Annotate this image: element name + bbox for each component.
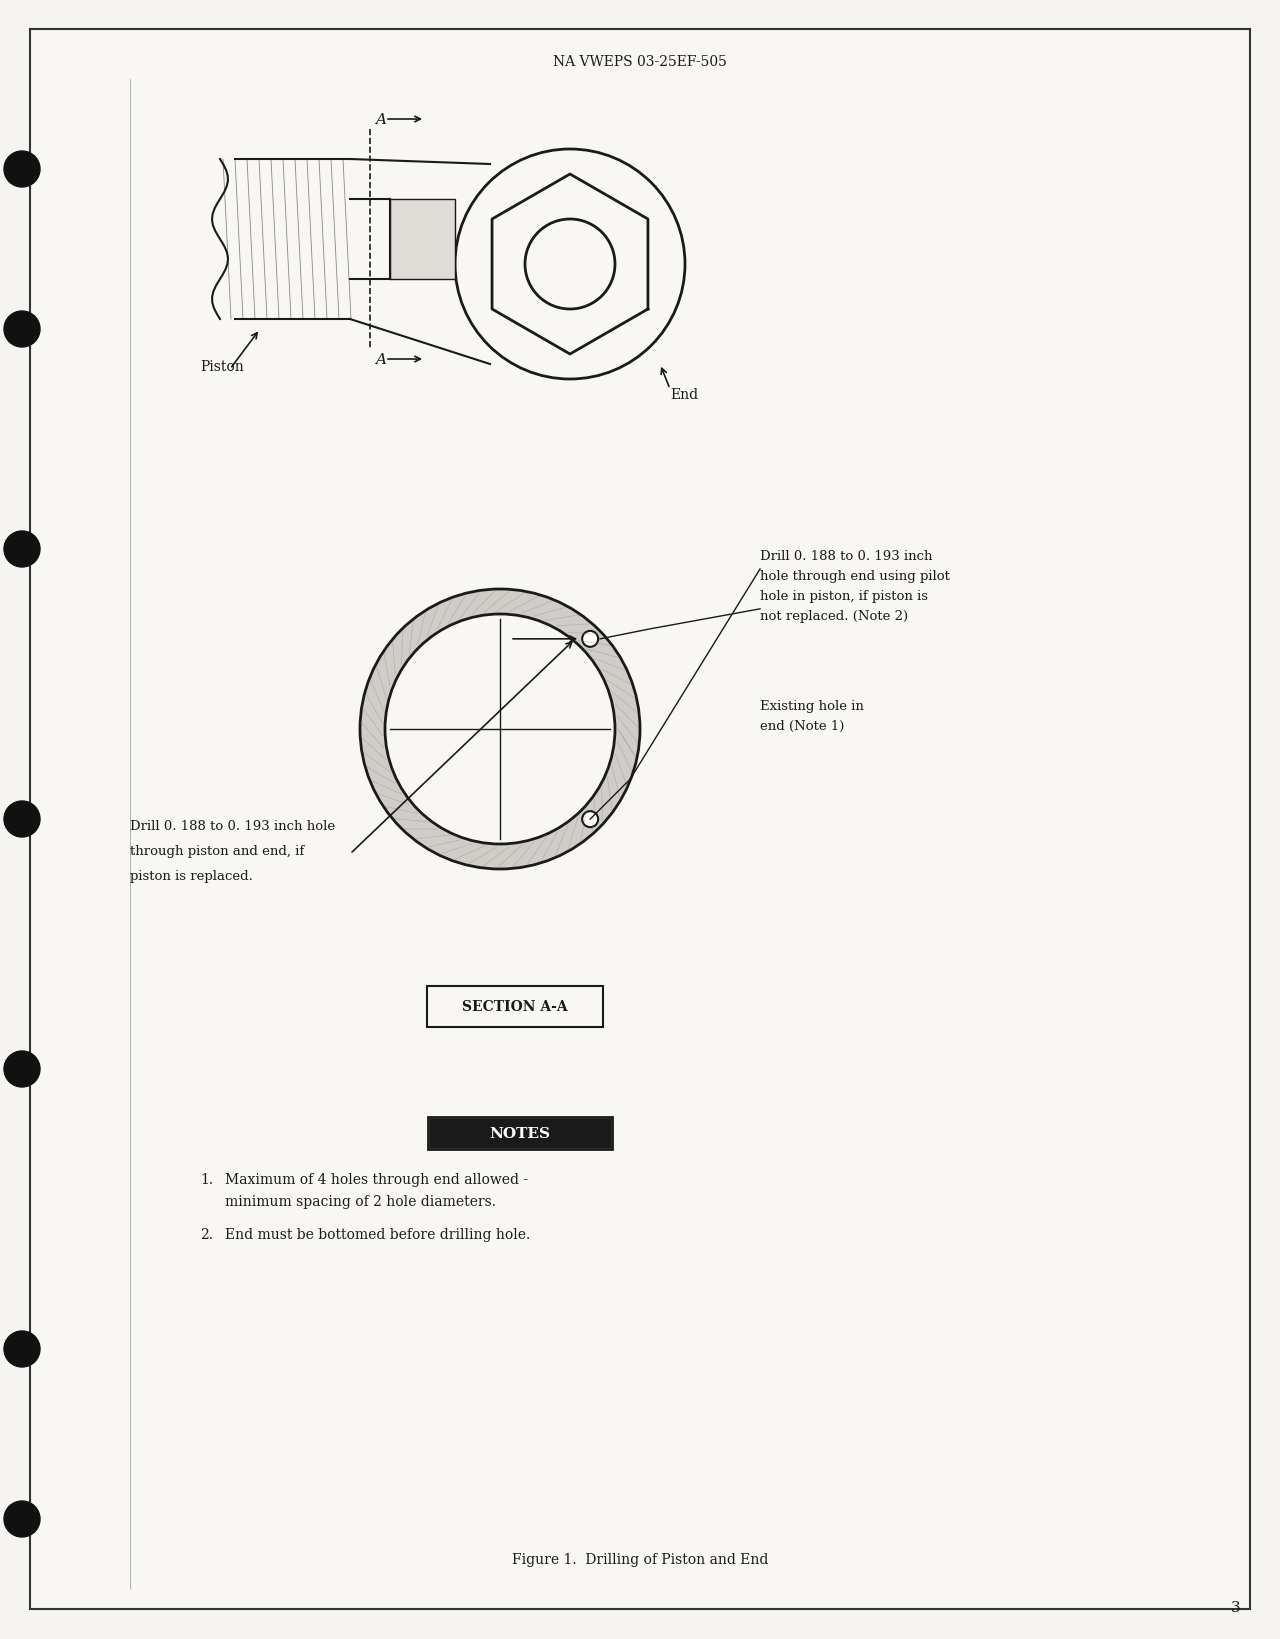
Bar	[390, 200, 454, 280]
Text: Drill 0. 188 to 0. 193 inch hole: Drill 0. 188 to 0. 193 inch hole	[131, 820, 335, 833]
Circle shape	[4, 311, 40, 347]
Text: 2.: 2.	[200, 1228, 212, 1241]
Text: NOTES: NOTES	[489, 1126, 550, 1141]
Text: SECTION A-A: SECTION A-A	[462, 1000, 568, 1013]
Circle shape	[582, 631, 598, 647]
Circle shape	[4, 1501, 40, 1537]
Bar	[428, 1118, 612, 1149]
Text: minimum spacing of 2 hole diameters.: minimum spacing of 2 hole diameters.	[225, 1195, 497, 1208]
Circle shape	[4, 1051, 40, 1087]
Text: A: A	[375, 352, 387, 367]
FancyBboxPatch shape	[428, 987, 603, 1028]
Text: Existing hole in: Existing hole in	[760, 700, 864, 713]
Circle shape	[385, 615, 614, 844]
Text: end (Note 1): end (Note 1)	[760, 720, 845, 733]
Text: through piston and end, if: through piston and end, if	[131, 844, 305, 857]
Circle shape	[360, 590, 640, 869]
Text: 3: 3	[1230, 1600, 1240, 1614]
Text: A: A	[375, 113, 387, 126]
Text: Maximum of 4 holes through end allowed -: Maximum of 4 holes through end allowed -	[225, 1172, 529, 1187]
Circle shape	[4, 1331, 40, 1367]
Text: Figure 1.  Drilling of Piston and End: Figure 1. Drilling of Piston and End	[512, 1552, 768, 1565]
Text: not replaced. (Note 2): not replaced. (Note 2)	[760, 610, 908, 623]
Text: End must be bottomed before drilling hole.: End must be bottomed before drilling hol…	[225, 1228, 530, 1241]
Text: 1.: 1.	[200, 1172, 214, 1187]
Text: piston is replaced.: piston is replaced.	[131, 869, 253, 882]
Circle shape	[582, 811, 598, 828]
Text: End: End	[669, 388, 698, 402]
Circle shape	[4, 152, 40, 188]
Text: hole in piston, if piston is: hole in piston, if piston is	[760, 590, 928, 603]
Text: hole through end using pilot: hole through end using pilot	[760, 570, 950, 582]
Circle shape	[4, 531, 40, 567]
Text: Piston: Piston	[200, 361, 243, 374]
Text: Drill 0. 188 to 0. 193 inch: Drill 0. 188 to 0. 193 inch	[760, 549, 933, 562]
Bar	[430, 1119, 611, 1147]
Circle shape	[4, 801, 40, 838]
Text: NA VWEPS 03-25EF-505: NA VWEPS 03-25EF-505	[553, 56, 727, 69]
